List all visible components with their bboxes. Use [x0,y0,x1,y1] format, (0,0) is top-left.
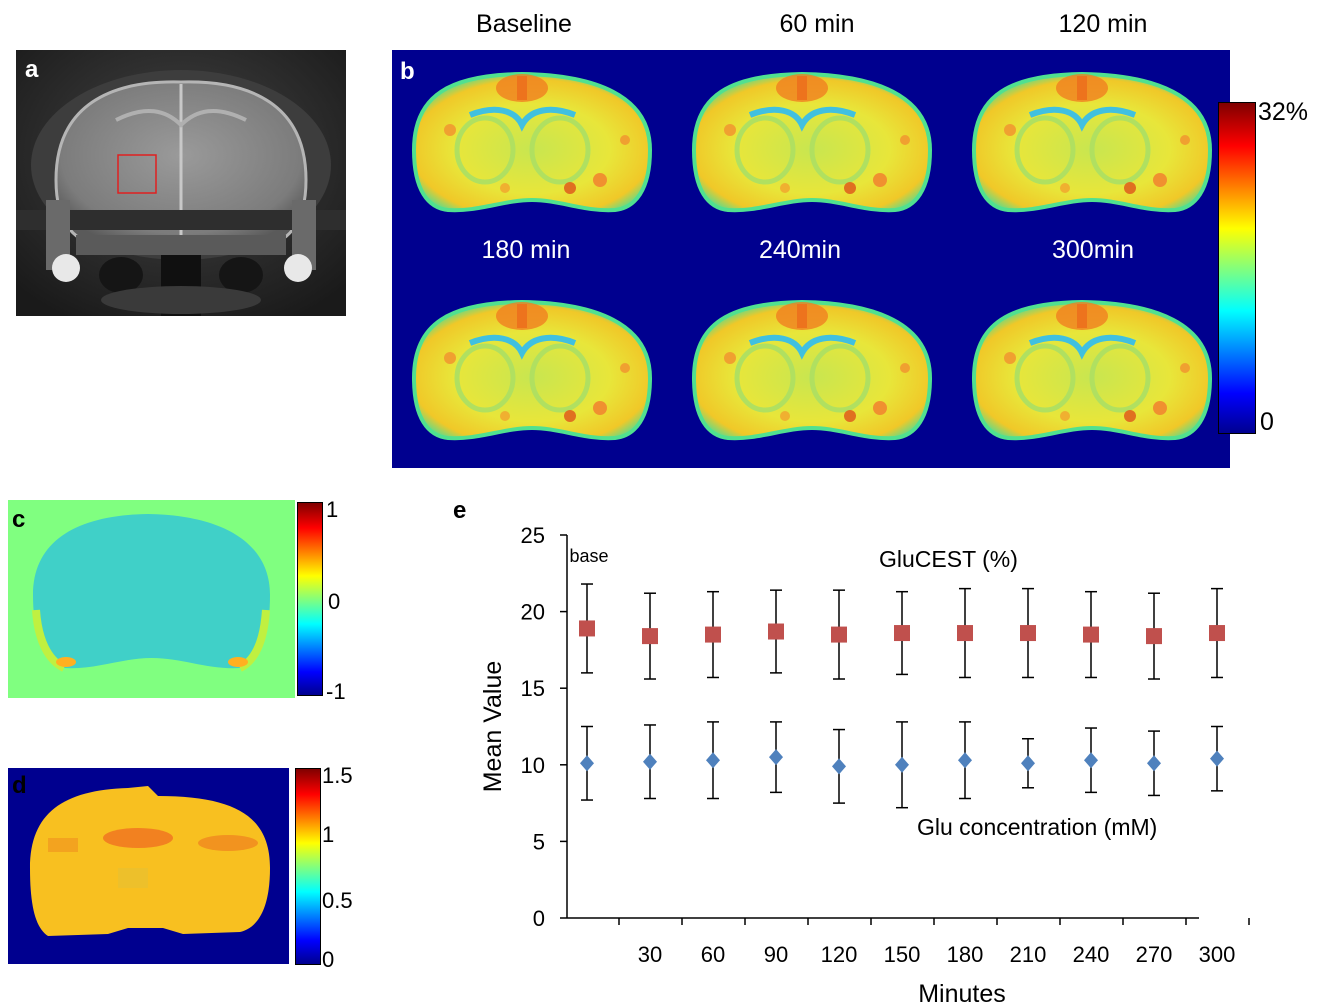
x-tick-label: 150 [884,942,921,967]
colorbar-b [1218,102,1256,434]
glucest-data-point [1083,626,1099,643]
panel-c-letter: c [12,506,26,533]
x-tick-label: 90 [764,942,788,967]
glucest-data-point [705,626,721,643]
glucest-data-point [642,628,658,645]
series-label-glu: Glu concentration (mM) [917,814,1157,840]
glu-data-point [958,752,972,769]
glucest-data-point [1209,625,1225,642]
time-label-240min: 240min [759,236,841,264]
glucest-map-60min [694,74,930,210]
time-label-300min: 300min [1052,236,1134,264]
anatomical-mri-image [16,50,346,316]
glucest-data-point [1020,625,1036,642]
panel-b-letter: b [400,58,415,85]
glucest-map-300min [974,302,1210,438]
glu-data-point [832,758,846,775]
time-label-60min: 60 min [779,10,855,38]
panel-a: a [16,50,346,316]
glucest-data-point [894,625,910,642]
x-axis-title: Minutes [918,980,1006,1003]
colorbar-d-label-1: 1 [322,822,335,847]
y-tick-label: 0 [533,906,545,931]
glu-data-point [895,756,909,773]
y-tick-label: 15 [521,676,545,701]
y-tick-label: 10 [521,753,545,778]
y-tick-label: 25 [521,523,545,548]
mean-value-chart: 0 5 10 15 20 25 base 30 60 90 120 150 180 210 240 270 30… [479,523,1250,1003]
x-tick-label: 300 [1199,942,1236,967]
x-category-label-base: base [569,546,608,566]
time-label-120min: 120 min [1058,10,1148,38]
panel-a-letter: a [25,56,39,83]
glucest-data-point [957,625,973,642]
glucest-data-point [768,623,784,640]
glucest-data-point [1146,628,1162,645]
y-axis-title: Mean Value [479,661,507,793]
glucest-map-baseline [414,74,650,210]
panel-b: b 180 min 240min 300min [392,50,1230,468]
glucest-map-240min [694,302,930,438]
colorbar-d-label-0-5: 0.5 [322,888,353,913]
glucest-map-grid [392,50,1230,468]
colorbar-d [295,768,321,965]
colorbar-c-label-top: 1 [326,497,339,522]
colorbar-d-label-1-5: 1.5 [322,763,353,788]
glucest-map-120min [974,74,1210,210]
glu-data-point [1084,752,1098,769]
glu-data-point [643,753,657,770]
time-label-180min: 180 min [481,236,571,264]
time-label-baseline: Baseline [476,10,572,38]
glu-data-point [706,752,720,769]
difference-map-image [8,500,295,698]
colorbar-b-max-label: 32% [1258,98,1309,126]
x-tick-label: 210 [1010,942,1047,967]
glucest-data-point [579,620,595,637]
glu-concentration-map-image [8,768,289,964]
panel-c: c [8,500,295,698]
x-tick-label: 180 [947,942,984,967]
glu-data-point [1210,750,1224,767]
glu-data-point [1147,755,1161,772]
y-tick-label: 20 [521,600,545,625]
colorbar-c-label-bottom: -1 [326,679,346,704]
colorbar-b-min-label: 0 [1260,408,1274,436]
x-tick-label: 270 [1136,942,1173,967]
glucest-data-point [831,626,847,643]
y-tick-label: 5 [533,829,545,854]
colorbar-c-label-mid: 0 [328,589,341,614]
colorbar-d-label-0: 0 [322,947,335,972]
panel-e-letter: e [453,497,467,524]
panel-d-letter: d [12,772,27,799]
roi-box [117,154,157,194]
colorbar-c [297,502,323,696]
x-tick-label: 120 [821,942,858,967]
glu-data-point [580,755,594,772]
series-label-glucest: GluCEST (%) [879,546,1018,572]
glucest-map-180min [414,302,650,438]
glu-data-point [1021,755,1035,772]
panel-d: d [8,768,289,964]
x-tick-label: 30 [638,942,662,967]
x-tick-label: 60 [701,942,725,967]
glu-data-point [769,749,783,766]
x-tick-label: 240 [1073,942,1110,967]
